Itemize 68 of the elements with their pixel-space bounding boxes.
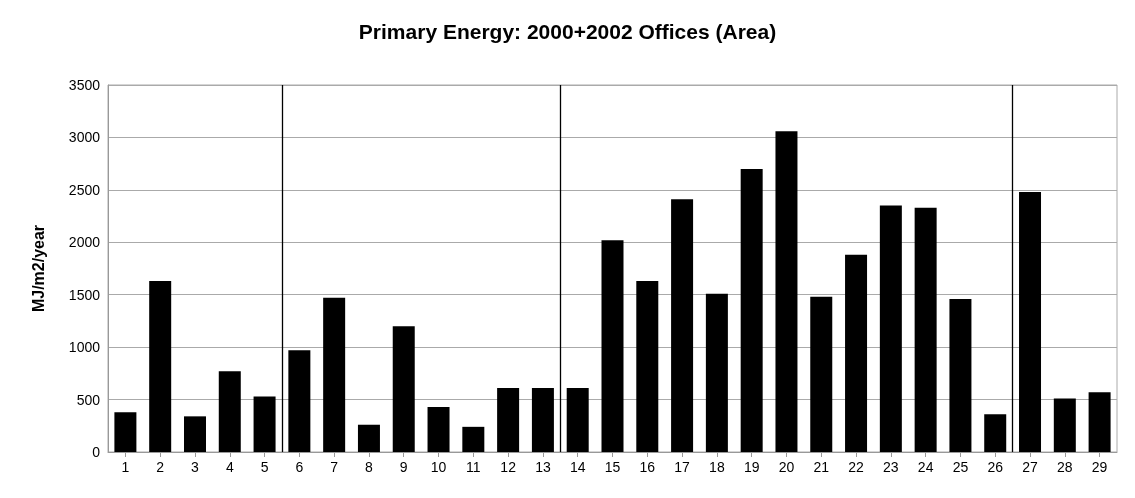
bar	[392, 326, 415, 452]
x-tick-label: 7	[330, 459, 339, 475]
x-tick-label: 15	[604, 459, 621, 475]
bar	[566, 388, 589, 452]
y-axis-title: MJ/m2/year	[29, 224, 47, 313]
y-tick-label: 0	[92, 444, 101, 460]
x-tick-label: 2	[156, 459, 165, 475]
bar	[1019, 191, 1042, 452]
x-tick-label: 21	[813, 459, 830, 475]
y-tick-label: 2000	[68, 234, 101, 251]
chart-title: Primary Energy: 2000+2002 Offices (Area)	[358, 20, 777, 43]
bar	[601, 240, 624, 452]
x-tick-label: 4	[225, 459, 234, 475]
y-tick-label: 2500	[68, 181, 101, 198]
bar	[984, 414, 1007, 452]
x-tick-label: 11	[466, 459, 481, 475]
x-tick-label: 5	[260, 459, 269, 475]
x-tick-label: 8	[365, 459, 374, 475]
x-tick-label: 18	[709, 459, 725, 475]
x-tick-label: 1	[121, 459, 130, 475]
x-tick-label: 13	[535, 459, 551, 475]
bar	[636, 281, 659, 452]
x-tick-label: 29	[1091, 459, 1108, 475]
bar	[114, 412, 137, 452]
x-tick-label: 20	[778, 459, 795, 475]
bar	[1088, 392, 1111, 452]
x-tick-label: 9	[399, 459, 408, 475]
bar	[462, 426, 485, 452]
y-tick-label: 3000	[68, 129, 101, 146]
bar	[705, 293, 728, 452]
x-tick-label: 19	[743, 459, 760, 475]
x-tick-label: 10	[430, 459, 447, 475]
x-tick-label: 27	[1022, 459, 1039, 475]
y-tick-label: 500	[76, 391, 101, 408]
x-tick-label: 6	[295, 459, 304, 475]
bar	[218, 371, 241, 452]
x-tick-label: 17	[674, 459, 691, 475]
bar	[323, 297, 346, 452]
bar	[810, 296, 833, 452]
x-tick-label: 3	[191, 459, 200, 475]
bar	[357, 424, 380, 452]
bar	[531, 388, 554, 452]
x-tick-label: 16	[639, 459, 656, 475]
bar	[914, 207, 937, 452]
bar	[671, 199, 694, 452]
x-tick-label: 23	[883, 459, 899, 475]
y-tick-label: 1000	[68, 339, 101, 356]
bar	[183, 416, 206, 452]
x-tick-label: 14	[569, 459, 586, 475]
bar	[253, 396, 276, 452]
bar	[949, 298, 972, 452]
x-tick-label: 26	[987, 459, 1004, 475]
bar	[149, 281, 172, 452]
y-tick-label: 1500	[68, 286, 101, 303]
bar	[288, 350, 311, 452]
x-tick-label: 22	[848, 459, 865, 475]
x-tick-label: 25	[952, 459, 969, 475]
bar	[497, 388, 520, 452]
bar	[1053, 398, 1076, 452]
bar	[427, 406, 450, 452]
x-tick-label: 24	[917, 459, 934, 475]
x-tick-label: 12	[500, 459, 517, 475]
bar	[845, 254, 868, 452]
bar	[879, 205, 902, 452]
x-tick-label: 28	[1057, 459, 1073, 475]
bar	[740, 168, 763, 452]
bar	[775, 131, 798, 452]
y-tick-label: 3500	[68, 77, 101, 93]
